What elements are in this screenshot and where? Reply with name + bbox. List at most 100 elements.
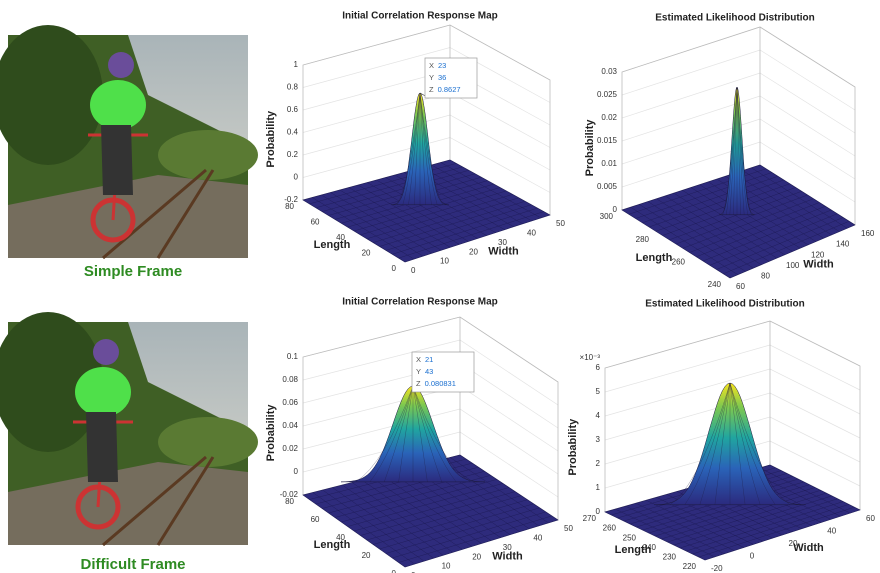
z-tick-label: 0.015 <box>597 136 618 145</box>
peak-mesh <box>729 382 776 506</box>
peak-mesh <box>414 92 421 206</box>
photo-tree <box>0 312 103 452</box>
x-tick-label: 280 <box>636 235 650 244</box>
floor-mesh <box>360 177 507 236</box>
peak-mesh <box>736 86 741 216</box>
z-axis-label: Probability <box>265 404 277 462</box>
photo: Difficult Frame <box>0 312 258 573</box>
z-tick-label: -0.2 <box>284 195 298 204</box>
frame-caption: Simple Frame <box>84 263 182 280</box>
datatip-label: Z <box>416 379 421 388</box>
plot-title: Estimated Likelihood Distribution <box>655 13 814 24</box>
plot-title: Initial Correlation Response Map <box>342 297 498 308</box>
z-tick-label: 0.08 <box>282 375 298 384</box>
datatip-label: Z <box>429 85 434 94</box>
z-axis-label: Probability <box>584 119 596 177</box>
y-tick-label: 30 <box>503 543 512 552</box>
x-tick-label: 0 <box>392 264 397 273</box>
photo-tree <box>158 417 258 467</box>
x-tick-label: 250 <box>623 533 637 542</box>
peak-mesh <box>729 382 746 506</box>
z-tick-label: 0.1 <box>287 352 299 361</box>
floor-mesh <box>392 459 546 559</box>
floor-mesh <box>689 181 820 253</box>
floor-mesh <box>709 173 838 266</box>
z-tick-label: 0.03 <box>601 67 617 76</box>
z-tick-label: 0 <box>294 467 299 476</box>
z-tick-label: 5 <box>596 387 601 396</box>
x-tick-label: 270 <box>583 514 597 523</box>
y-tick-label: 30 <box>498 238 507 247</box>
datatip-value: 21 <box>425 355 433 364</box>
y-tick-label: 100 <box>786 261 800 270</box>
peak-mesh <box>355 385 414 483</box>
photo-rider-body <box>75 367 131 417</box>
photo-tree <box>158 130 258 180</box>
y-tick-label: 20 <box>472 552 481 561</box>
photo-rider-head <box>93 339 119 365</box>
x-tick-label: 230 <box>663 553 677 562</box>
datatip-label: Y <box>416 367 421 376</box>
photo-rider-legs <box>86 412 118 482</box>
y-tick-label: 10 <box>440 257 449 266</box>
frame-caption: Difficult Frame <box>80 556 185 573</box>
datatip-row: Y 36 <box>429 73 446 82</box>
datatip-label: X <box>429 61 434 70</box>
z-tick-label: 0.4 <box>287 128 299 137</box>
peak-mesh <box>729 382 791 506</box>
y-tick-label: 60 <box>736 282 745 291</box>
x-tick-label: 40 <box>336 233 345 242</box>
photo-ground <box>8 175 248 258</box>
z-axis-label: Probability <box>567 418 579 476</box>
x-tick-label: 240 <box>643 543 657 552</box>
datatip-row: Y 43 <box>416 367 433 376</box>
y-tick-label: 80 <box>761 272 770 281</box>
floor-mesh <box>398 162 544 259</box>
datatip-box <box>424 57 478 99</box>
datatip-label: Y <box>429 73 434 82</box>
plot-title: Initial Correlation Response Map <box>342 11 498 22</box>
y-tick-label: 0 <box>411 266 416 275</box>
z-tick-label: 0.2 <box>287 150 299 159</box>
x-axis-label: Length <box>314 539 351 551</box>
x-tick-label: 260 <box>672 257 686 266</box>
floor-mesh <box>353 474 510 544</box>
z-tick-label: 0 <box>294 173 299 182</box>
y-axis-label: Width <box>803 258 834 270</box>
peak-mesh <box>402 92 421 206</box>
floor-mesh <box>675 187 808 252</box>
z-tick-label: 1 <box>596 483 601 492</box>
x-tick-label: 20 <box>362 551 371 560</box>
photo-rider-body <box>90 80 146 130</box>
x-axis-label: Length <box>636 252 673 264</box>
x-axis-label: Length <box>314 239 351 251</box>
peak-mesh <box>733 86 738 216</box>
x-axis-label: Length <box>615 544 652 556</box>
photo-rail <box>102 168 215 260</box>
plot-title: Estimated Likelihood Distribution <box>645 299 804 310</box>
y-tick-label: 0 <box>750 552 755 561</box>
y-tick-label: 20 <box>469 247 478 256</box>
datatip-value: 43 <box>425 367 433 376</box>
y-tick-label: 140 <box>836 240 850 249</box>
photo-rider-head <box>108 52 134 78</box>
z-tick-label: 0.8 <box>287 83 299 92</box>
z-tick-label: 1 <box>294 60 299 69</box>
z-tick-label: 4 <box>596 411 601 420</box>
z-tick-label: 0.02 <box>601 113 617 122</box>
z-tick-label: 6 <box>596 363 601 372</box>
peak-mesh <box>412 385 428 483</box>
z-tick-label: 0.025 <box>597 90 618 99</box>
floor-surface <box>302 159 551 263</box>
photo: Simple Frame <box>0 25 258 280</box>
floor-mesh <box>716 170 844 270</box>
y-tick-label: 120 <box>811 250 825 259</box>
y-tick-label: 50 <box>556 219 565 228</box>
peak-mesh <box>729 86 738 216</box>
x-tick-label: 240 <box>708 280 722 289</box>
peak-mesh <box>736 86 745 216</box>
peak-mesh <box>736 86 748 216</box>
photo-tree <box>0 25 103 165</box>
y-tick-label: 40 <box>533 534 542 543</box>
peak-mesh <box>412 385 471 483</box>
